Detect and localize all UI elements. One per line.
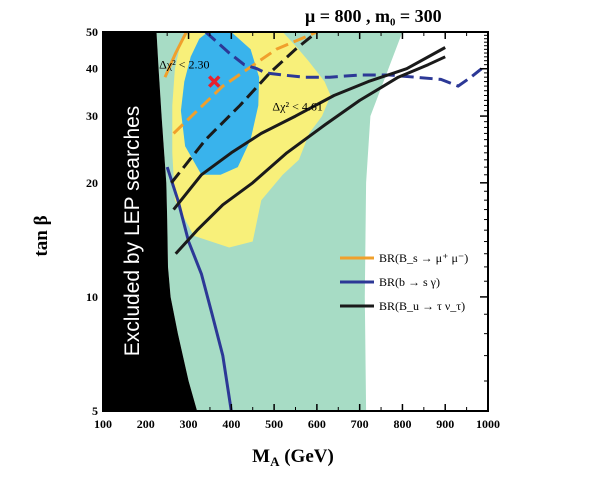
legend-label-br-b-s: BR(b → s γ) [379, 275, 440, 289]
series-1-line-1 [163, 32, 188, 78]
x-axis-title: MA (GeV) [252, 446, 334, 469]
x-tick-label-800: 800 [393, 417, 411, 431]
y-tick-label-20: 20 [86, 176, 98, 190]
y-tick-label-5: 5 [92, 404, 98, 418]
region-area-3 [180, 32, 260, 175]
x-tick-label-300: 300 [180, 417, 198, 431]
region-label-2: Δχ² < 4.61 [272, 100, 322, 114]
x-tick-label-1000: 1000 [476, 417, 500, 431]
legend-label-br-b-u: BR(B_u → τ ν_τ) [379, 299, 465, 313]
lep-excluded-region [103, 32, 198, 411]
lep-excluded-label: Excluded by LEP searches [121, 106, 144, 357]
y-axis-title: tan β [31, 215, 52, 256]
series-2-line-2 [204, 32, 483, 88]
series-3-line-3 [170, 32, 318, 184]
best-fit-marker-stroke-2 [207, 75, 221, 88]
params-label: μ = 800 , m₀ = 300 [305, 6, 442, 26]
y-tick-label-10: 10 [86, 290, 98, 304]
series-3-line-2 [174, 55, 446, 255]
x-tick-label-400: 400 [222, 417, 240, 431]
series-2-line-1 [165, 166, 233, 411]
y-tick-label-30: 30 [86, 109, 98, 123]
x-tick-label-700: 700 [351, 417, 369, 431]
y-tick-label-50: 50 [86, 25, 98, 39]
x-tick-label-100: 100 [94, 417, 112, 431]
series-3-line-1 [172, 46, 446, 211]
series-1-line-2 [172, 32, 318, 135]
y-tick-label-40: 40 [86, 62, 98, 76]
x-tick-label-600: 600 [308, 417, 326, 431]
x-tick-label-200: 200 [137, 417, 155, 431]
x-tick-label-500: 500 [265, 417, 283, 431]
legend-label-br-b-s: BR(B_s → μ⁺ μ⁻) [379, 251, 468, 265]
x-tick-label-900: 900 [436, 417, 454, 431]
region-label-3: Δχ² < 2.30 [159, 58, 209, 72]
